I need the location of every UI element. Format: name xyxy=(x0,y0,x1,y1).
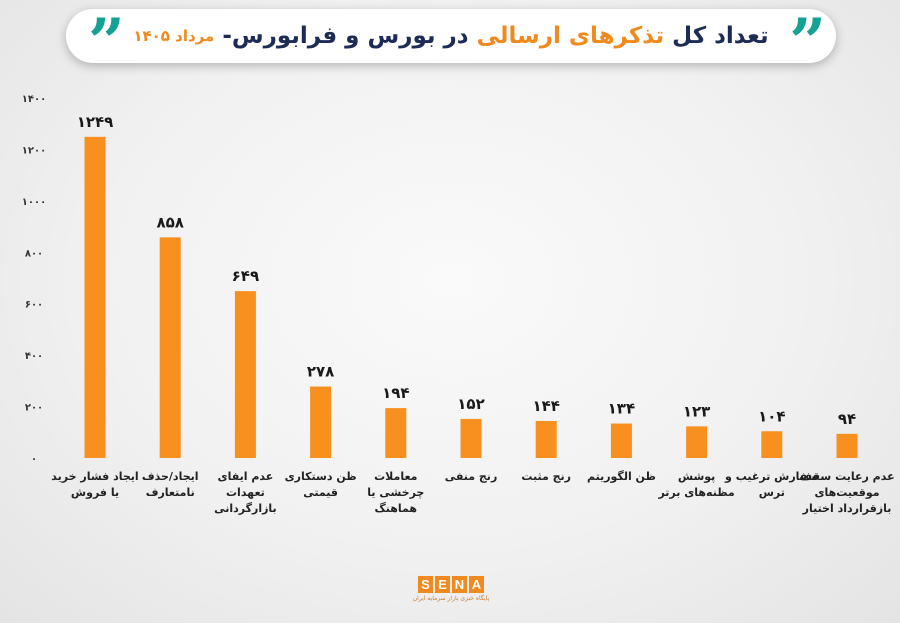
logo-letter: A xyxy=(469,576,484,593)
x-tick-label: ترس xyxy=(759,486,785,499)
title-accent: تذکرهای ارسالی xyxy=(476,23,665,49)
x-tick-label: چرخشی یا xyxy=(367,486,424,499)
x-tick-label: رنج مثبت xyxy=(521,470,571,483)
y-tick-label: ۱۰۰۰ xyxy=(22,197,46,208)
data-label: ۱۵۲ xyxy=(457,395,484,413)
chart-title: تعداد کل تذکرهای ارسالی در بورس و فرابور… xyxy=(222,23,768,49)
x-tick-label: پوشش xyxy=(678,470,715,483)
x-tick-label: مظنه‌های برتر xyxy=(657,486,734,499)
x-tick-label: بازارگردانی xyxy=(214,502,277,515)
y-tick-label: ۱۲۰۰ xyxy=(22,145,46,156)
title-part-2: در بورس و فرابورس- xyxy=(222,23,469,49)
data-label: ۱۰۴ xyxy=(758,407,785,425)
x-tick-label: عدم رعایت سقف xyxy=(799,470,894,483)
y-tick-label: ۸۰۰ xyxy=(25,248,43,259)
bar xyxy=(761,431,783,458)
x-tick-label: ظن الگوریتم xyxy=(587,470,656,483)
x-tick-label: رنج منفی xyxy=(445,470,498,483)
bar xyxy=(159,237,181,458)
x-tick-label: قیمتی xyxy=(303,486,338,499)
bar xyxy=(460,418,482,458)
y-tick-label: ۶۰۰ xyxy=(25,300,43,311)
bar xyxy=(686,426,708,458)
x-tick-label: ایجاد فشار خرید xyxy=(51,470,138,483)
quote-mark-right-icon: ” xyxy=(789,5,826,80)
data-label: ۸۵۸ xyxy=(156,213,183,231)
data-label: ۱۹۴ xyxy=(382,384,409,402)
logo-letter: N xyxy=(452,576,467,593)
bar xyxy=(836,433,858,458)
title-banner: ” تعداد کل تذکرهای ارسالی در بورس و فراب… xyxy=(66,9,836,75)
logo-tagline: پایگاه خبری بازار سرمایه ایران xyxy=(412,595,490,602)
y-tick-label: ۰ xyxy=(31,454,37,465)
bar xyxy=(535,420,557,458)
data-label: ۹۴ xyxy=(838,410,856,428)
data-label: ۱۴۴ xyxy=(532,397,559,415)
bar xyxy=(84,136,106,459)
bar xyxy=(310,386,332,458)
chart-subtitle: مرداد ۱۴۰۵ xyxy=(133,27,215,45)
bar xyxy=(234,291,256,458)
x-tick-label: موقعیت‌های xyxy=(814,486,879,499)
x-tick-label: تعهدات xyxy=(226,486,265,499)
data-label: ۶۴۹ xyxy=(232,267,259,285)
data-label: ۱۲۴۹ xyxy=(77,113,114,131)
title-part-1: تعداد کل xyxy=(672,23,769,49)
x-tick-label: ظن دستکاری xyxy=(285,470,357,483)
x-tick-label: هماهنگ xyxy=(375,501,418,515)
x-tick-label: معاملات xyxy=(374,470,417,483)
bar xyxy=(610,423,632,458)
data-label: ۲۷۸ xyxy=(307,363,334,381)
quote-mark-left-icon: ” xyxy=(88,5,125,80)
x-tick-label: یا فروش xyxy=(71,486,119,499)
data-label: ۱۲۳ xyxy=(683,402,710,420)
y-tick-label: ۱۴۰۰ xyxy=(22,94,46,105)
x-tick-label: ایجاد/حذف xyxy=(142,470,199,483)
x-tick-label: عدم ایفای xyxy=(218,470,274,483)
x-tick-label: بازقرارداد اختیار xyxy=(802,502,892,515)
y-tick-label: ۲۰۰ xyxy=(25,403,43,414)
logo-letter: E xyxy=(435,576,450,593)
logo-letter: S xyxy=(418,576,433,593)
data-label: ۱۳۴ xyxy=(608,400,635,418)
bar xyxy=(385,408,407,458)
x-tick-label: سفارش ترغیب و xyxy=(724,470,819,483)
y-tick-label: ۴۰۰ xyxy=(25,351,43,362)
x-tick-label: نامتعارف xyxy=(146,486,195,499)
